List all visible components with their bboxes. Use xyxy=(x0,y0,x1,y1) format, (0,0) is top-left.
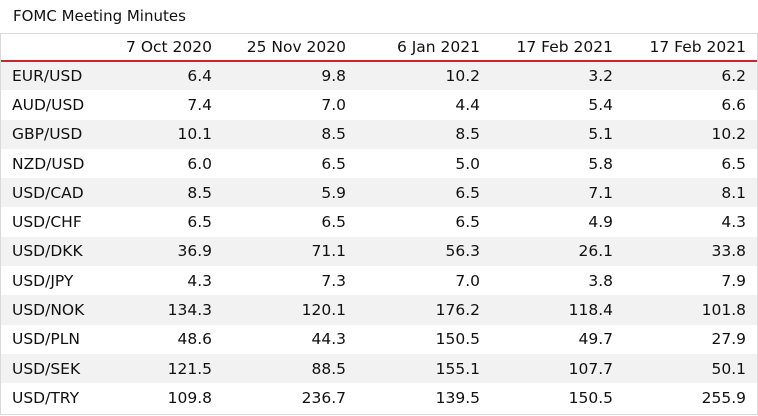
table-row: USD/DKK 36.9 71.1 56.3 26.1 33.8 xyxy=(0,236,757,267)
column-header: 17 Feb 2021 xyxy=(624,33,757,62)
table-row: AUD/USD 7.4 7.0 4.4 5.4 6.6 xyxy=(0,90,757,120)
value-cell: 56.3 xyxy=(445,242,480,261)
value-cell: 4.4 xyxy=(455,95,480,114)
value-cell: 5.8 xyxy=(588,154,613,173)
value-cell: 5.1 xyxy=(588,125,613,144)
value-cell: 6.5 xyxy=(721,154,746,173)
value-cell: 255.9 xyxy=(701,388,746,407)
table-body: EUR/USD 6.4 9.8 10.2 3.2 6.2 AUD/USD 7.4 7.0 4.4 5… xyxy=(0,61,757,413)
value-cell: 5.0 xyxy=(455,154,480,173)
column-header: 25 Nov 2020 xyxy=(223,33,357,62)
value-cell: 101.8 xyxy=(701,301,746,320)
value-cell: 7.0 xyxy=(455,271,480,290)
currency-pair-cell: USD/TRY xyxy=(12,388,80,407)
value-cell: 6.5 xyxy=(455,183,480,202)
value-cell: 10.2 xyxy=(445,67,480,86)
currency-pair-cell: USD/CHF xyxy=(12,213,82,232)
value-cell: 26.1 xyxy=(578,242,613,261)
value-cell: 6.2 xyxy=(721,67,746,86)
value-cell: 6.0 xyxy=(187,154,212,173)
column-header: 7 Oct 2020 xyxy=(98,33,223,62)
value-cell: 155.1 xyxy=(435,359,480,378)
column-header: 17 Feb 2021 xyxy=(491,33,624,62)
value-cell: 27.9 xyxy=(711,330,746,349)
table-row: USD/CHF 6.5 6.5 6.5 4.9 4.3 xyxy=(0,207,757,237)
value-cell: 10.1 xyxy=(177,125,212,144)
value-cell: 6.5 xyxy=(321,213,346,232)
value-cell: 50.1 xyxy=(711,359,746,378)
table-row: EUR/USD 6.4 9.8 10.2 3.2 6.2 xyxy=(0,61,757,91)
value-cell: 8.5 xyxy=(187,183,212,202)
currency-pair-cell: NZD/USD xyxy=(12,154,85,173)
value-cell: 6.4 xyxy=(187,67,212,86)
value-cell: 5.9 xyxy=(321,183,346,202)
value-cell: 7.9 xyxy=(721,271,746,290)
currency-pair-cell: USD/DKK xyxy=(12,242,83,261)
value-cell: 4.9 xyxy=(588,213,613,232)
value-cell: 6.5 xyxy=(321,154,346,173)
currency-pair-cell: EUR/USD xyxy=(12,67,83,86)
value-cell: 109.8 xyxy=(167,388,212,407)
value-cell: 5.4 xyxy=(588,95,613,114)
table-row: USD/CAD 8.5 5.9 6.5 7.1 8.1 xyxy=(0,178,757,208)
table-row: USD/SEK 121.5 88.5 155.1 107.7 50.1 xyxy=(0,353,757,384)
value-cell: 139.5 xyxy=(435,388,480,407)
value-cell: 71.1 xyxy=(311,242,346,261)
table-row: USD/NOK 134.3 120.1 176.2 118.4 101.8 xyxy=(0,295,757,325)
table-row: USD/PLN 48.6 44.3 150.5 49.7 27.9 xyxy=(0,324,757,354)
value-cell: 6.5 xyxy=(455,213,480,232)
value-cell: 7.1 xyxy=(588,183,613,202)
value-cell: 4.3 xyxy=(187,271,212,290)
currency-pair-cell: USD/PLN xyxy=(12,330,80,349)
currency-pair-cell: AUD/USD xyxy=(12,95,85,114)
currency-pair-cell: USD/JPY xyxy=(12,271,74,290)
value-cell: 44.3 xyxy=(311,330,346,349)
value-cell: 107.7 xyxy=(568,359,613,378)
currency-pair-cell: USD/NOK xyxy=(12,301,85,320)
table-title: FOMC Meeting Minutes xyxy=(13,7,186,25)
value-cell: 8.1 xyxy=(721,183,746,202)
header-row: 7 Oct 2020 25 Nov 2020 6 Jan 2021 17 Feb… xyxy=(0,33,757,62)
table-row: USD/JPY 4.3 7.3 7.0 3.8 7.9 xyxy=(0,266,757,296)
currency-pair-cell: GBP/USD xyxy=(12,125,83,144)
value-cell: 7.0 xyxy=(321,95,346,114)
value-cell: 150.5 xyxy=(568,388,613,407)
value-cell: 6.6 xyxy=(721,95,746,114)
column-header: 6 Jan 2021 xyxy=(357,33,491,62)
currency-pair-cell: USD/SEK xyxy=(12,359,81,378)
value-cell: 3.2 xyxy=(588,67,613,86)
value-cell: 6.5 xyxy=(187,213,212,232)
value-cell: 10.2 xyxy=(711,125,746,144)
value-cell: 3.8 xyxy=(588,271,613,290)
value-cell: 8.5 xyxy=(455,125,480,144)
value-cell: 8.5 xyxy=(321,125,346,144)
value-cell: 150.5 xyxy=(435,330,480,349)
value-cell: 88.5 xyxy=(311,359,346,378)
header-corner-cell xyxy=(0,33,98,62)
value-cell: 121.5 xyxy=(167,359,212,378)
table-row: NZD/USD 6.0 6.5 5.0 5.8 6.5 xyxy=(0,148,757,179)
table-header: 7 Oct 2020 25 Nov 2020 6 Jan 2021 17 Feb… xyxy=(0,33,757,62)
value-cell: 7.3 xyxy=(321,271,346,290)
value-cell: 120.1 xyxy=(301,301,346,320)
value-cell: 4.3 xyxy=(721,213,746,232)
value-cell: 9.8 xyxy=(321,67,346,86)
value-cell: 134.3 xyxy=(167,301,212,320)
value-cell: 7.4 xyxy=(187,95,212,114)
value-cell: 36.9 xyxy=(177,242,212,261)
table-row: USD/TRY 109.8 236.7 139.5 150.5 255.9 xyxy=(0,383,757,413)
currency-pair-cell: USD/CAD xyxy=(12,183,84,202)
table-row: GBP/USD 10.1 8.5 8.5 5.1 10.2 xyxy=(0,119,757,149)
value-cell: 33.8 xyxy=(711,242,746,261)
value-cell: 176.2 xyxy=(435,301,480,320)
value-cell: 118.4 xyxy=(568,301,613,320)
value-cell: 49.7 xyxy=(578,330,613,349)
fomc-table: 7 Oct 2020 25 Nov 2020 6 Jan 2021 17 Feb… xyxy=(0,33,757,413)
value-cell: 236.7 xyxy=(301,388,346,407)
value-cell: 48.6 xyxy=(177,330,212,349)
